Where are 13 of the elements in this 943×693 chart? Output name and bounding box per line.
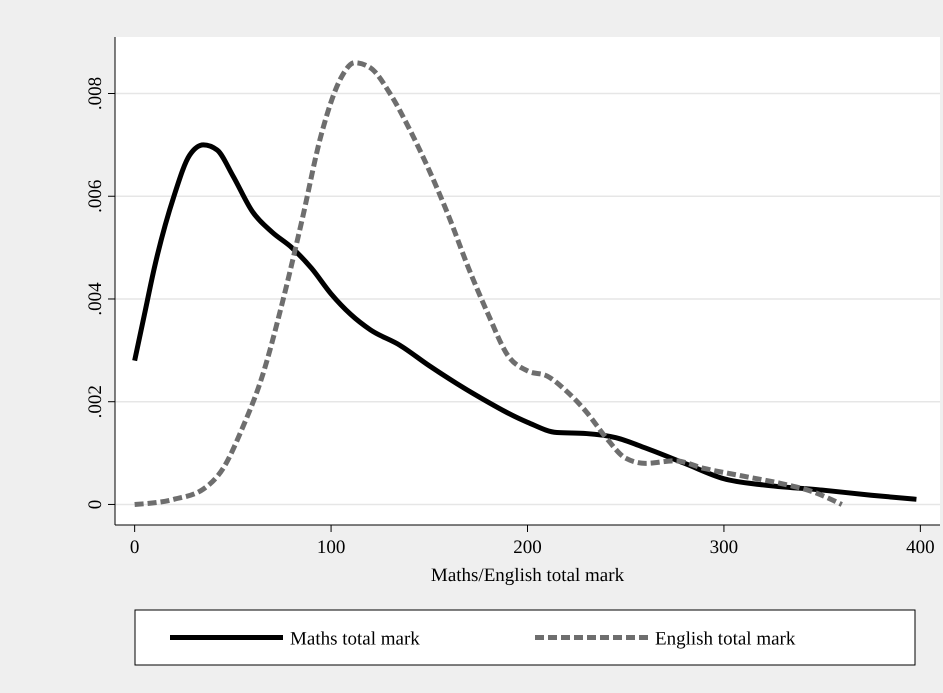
x-axis-title: Maths/English total mark	[430, 565, 625, 586]
y-tick-label: .008	[85, 76, 106, 110]
x-tick-label: 0	[130, 537, 140, 558]
y-tick-label: .006	[85, 180, 106, 213]
x-tick-label: 400	[906, 537, 935, 558]
legend-label: English total mark	[655, 628, 796, 650]
x-tick-label: 200	[513, 537, 542, 558]
y-tick-label: .002	[85, 385, 106, 418]
text: Maths total mark	[290, 628, 420, 650]
y-tick-label: 0	[85, 500, 106, 510]
y-tick-label: .004	[85, 282, 106, 316]
x-tick-label: 300	[710, 537, 738, 558]
x-tick-label: 100	[316, 537, 346, 558]
